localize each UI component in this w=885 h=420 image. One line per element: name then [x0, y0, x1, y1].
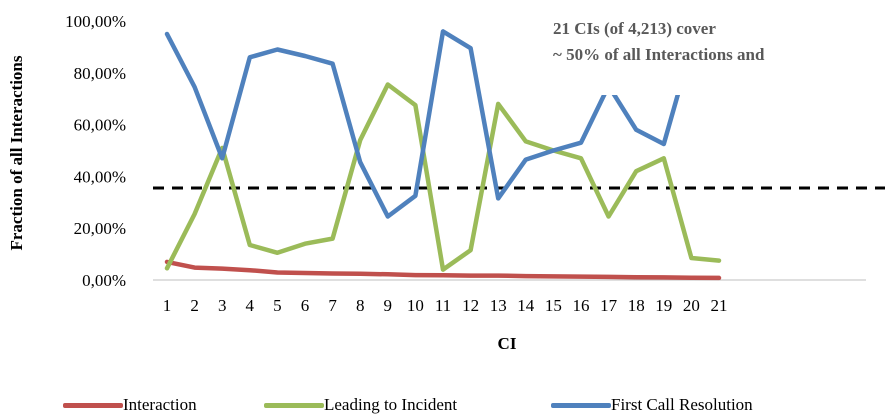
legend-swatch-first-call-resolution	[551, 402, 611, 408]
series-line-first-call-resolution	[164, 29, 722, 219]
x-tick-label: 12	[462, 296, 479, 315]
x-tick-label: 10	[407, 296, 424, 315]
x-tick-label: 13	[490, 296, 507, 315]
y-tick-label: 0,00%	[82, 271, 126, 290]
x-tick-label: 6	[301, 296, 310, 315]
y-tick-label: 80,00%	[74, 64, 126, 83]
legend-label-leading-to-incident: Leading to Incident	[324, 395, 458, 414]
x-tick-label: 7	[328, 296, 337, 315]
x-tick-label: 11	[435, 296, 451, 315]
series-line-interaction	[164, 259, 722, 281]
y-tick-label: 40,00%	[74, 167, 126, 186]
x-tick-label: 14	[517, 296, 535, 315]
y-tick-label: 20,00%	[74, 219, 126, 238]
legend-label-interaction: Interaction	[123, 395, 197, 414]
legend-label-first-call-resolution: First Call Resolution	[611, 395, 753, 414]
x-tick-label: 15	[545, 296, 562, 315]
y-axis-title: Fraction of all Interactions	[7, 55, 26, 250]
x-tick-label: 2	[190, 296, 199, 315]
x-tick-label: 18	[628, 296, 645, 315]
annotation-line-1: 21 CIs (of 4,213) cover	[553, 19, 716, 38]
series-line-leading-to-incident	[164, 82, 722, 272]
legend-item-interaction: Interaction	[63, 394, 197, 416]
annotation-line-2: ~ 50% of all Interactions and	[553, 45, 765, 64]
legend-item-first-call-resolution: First Call Resolution	[551, 394, 753, 416]
legend-item-leading-to-incident: Leading to Incident	[264, 394, 457, 416]
x-axis-tick-labels: 1 2 3 4 5 6 7 8 9 10 11 12 13 14 15 16 17 18 19 20 21	[163, 296, 728, 315]
x-tick-label: 16	[573, 296, 590, 315]
x-tick-label: 19	[655, 296, 672, 315]
y-tick-label: 60,00%	[74, 116, 126, 135]
legend: Interaction Leading to Incident First Ca…	[0, 394, 885, 416]
legend-swatch-leading-to-incident	[264, 402, 324, 408]
x-axis-title: CI	[498, 334, 517, 353]
x-tick-label: 21	[711, 296, 728, 315]
y-tick-label: 100,00%	[65, 12, 126, 31]
x-tick-label: 8	[356, 296, 365, 315]
series-layer	[164, 29, 722, 281]
x-tick-label: 9	[384, 296, 393, 315]
x-tick-label: 4	[246, 296, 255, 315]
x-tick-label: 20	[683, 296, 700, 315]
legend-swatch-interaction	[63, 402, 123, 408]
x-tick-label: 1	[163, 296, 172, 315]
x-tick-label: 3	[218, 296, 227, 315]
y-axis-tick-labels: 0,00% 20,00% 40,00% 60,00% 80,00% 100,00%	[65, 12, 126, 290]
x-tick-label: 17	[600, 296, 618, 315]
x-tick-label: 5	[273, 296, 282, 315]
annotation-background	[548, 8, 885, 95]
